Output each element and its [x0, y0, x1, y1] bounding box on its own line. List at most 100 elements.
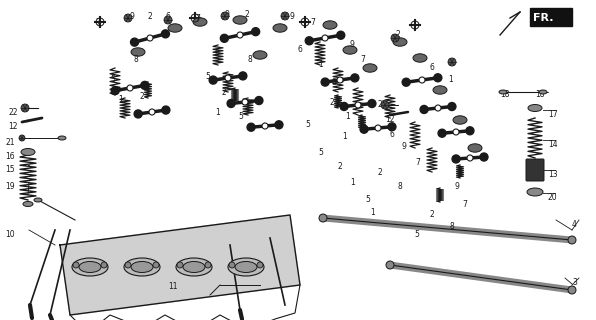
Text: 22: 22 — [378, 100, 387, 109]
Circle shape — [360, 125, 368, 133]
Text: 5: 5 — [365, 195, 370, 204]
Ellipse shape — [539, 90, 547, 94]
Text: 11: 11 — [168, 282, 178, 291]
Ellipse shape — [468, 144, 482, 152]
Circle shape — [434, 74, 442, 82]
Circle shape — [225, 75, 231, 81]
Text: 5: 5 — [205, 72, 210, 81]
Ellipse shape — [253, 51, 267, 59]
Circle shape — [153, 262, 159, 268]
Text: 5: 5 — [305, 120, 310, 129]
Text: 8: 8 — [133, 55, 138, 64]
Circle shape — [355, 102, 361, 108]
Circle shape — [209, 76, 217, 84]
Ellipse shape — [131, 261, 153, 273]
Text: 3: 3 — [572, 278, 577, 287]
Text: 10: 10 — [5, 230, 15, 239]
Text: 12: 12 — [8, 122, 17, 131]
Text: 9: 9 — [290, 12, 295, 21]
Circle shape — [125, 262, 131, 268]
Ellipse shape — [79, 261, 101, 273]
Circle shape — [375, 125, 381, 131]
Text: 2: 2 — [245, 10, 250, 19]
Circle shape — [568, 286, 576, 294]
Text: 8: 8 — [450, 222, 455, 231]
Ellipse shape — [228, 258, 264, 276]
Circle shape — [467, 155, 473, 161]
Ellipse shape — [363, 64, 377, 72]
Text: 15: 15 — [5, 165, 15, 174]
Ellipse shape — [527, 188, 543, 196]
Text: 17: 17 — [548, 110, 558, 119]
Circle shape — [319, 214, 327, 222]
Circle shape — [281, 12, 289, 20]
Circle shape — [162, 30, 169, 38]
Text: 2: 2 — [148, 12, 153, 21]
Circle shape — [229, 262, 235, 268]
Text: 2: 2 — [330, 98, 335, 107]
Ellipse shape — [131, 48, 145, 56]
Circle shape — [388, 123, 396, 131]
Circle shape — [127, 85, 133, 91]
Circle shape — [252, 28, 260, 36]
Text: 1: 1 — [318, 60, 323, 69]
Circle shape — [452, 155, 460, 163]
Circle shape — [247, 123, 255, 131]
Circle shape — [321, 78, 329, 86]
Text: 5: 5 — [318, 148, 323, 157]
FancyBboxPatch shape — [526, 159, 544, 181]
Text: 8: 8 — [332, 78, 337, 87]
Circle shape — [164, 16, 172, 24]
Text: 2: 2 — [222, 88, 226, 97]
Text: 1: 1 — [118, 95, 123, 104]
Text: 8: 8 — [248, 55, 253, 64]
Circle shape — [438, 129, 446, 137]
Circle shape — [368, 100, 376, 108]
Ellipse shape — [183, 261, 205, 273]
Text: 7: 7 — [415, 158, 420, 167]
Ellipse shape — [72, 258, 108, 276]
Circle shape — [337, 31, 344, 39]
Text: 5: 5 — [238, 112, 243, 121]
Text: 16: 16 — [5, 152, 15, 161]
Circle shape — [227, 100, 235, 108]
Text: 5: 5 — [110, 75, 115, 84]
Circle shape — [149, 109, 155, 115]
Text: 9: 9 — [402, 142, 407, 151]
Text: 5: 5 — [414, 230, 419, 239]
Circle shape — [337, 77, 343, 83]
Text: 2: 2 — [396, 30, 401, 39]
Text: 21: 21 — [5, 138, 14, 147]
Text: 7: 7 — [310, 18, 315, 27]
Text: 1: 1 — [350, 178, 355, 187]
Circle shape — [101, 262, 107, 268]
Circle shape — [386, 261, 394, 269]
Circle shape — [381, 101, 389, 109]
Text: 6: 6 — [166, 12, 171, 21]
Circle shape — [419, 77, 425, 83]
Text: 9: 9 — [350, 40, 355, 49]
Ellipse shape — [453, 116, 467, 124]
Text: 7: 7 — [195, 14, 200, 23]
Circle shape — [480, 153, 488, 161]
Circle shape — [435, 105, 441, 111]
Polygon shape — [557, 18, 572, 26]
Circle shape — [124, 14, 132, 22]
Circle shape — [420, 106, 428, 114]
Text: 2: 2 — [338, 162, 343, 171]
Text: 4: 4 — [572, 220, 577, 229]
Circle shape — [19, 135, 25, 141]
Text: 1: 1 — [448, 75, 453, 84]
Text: 1: 1 — [342, 132, 347, 141]
Circle shape — [162, 106, 170, 114]
Circle shape — [305, 37, 313, 45]
Circle shape — [453, 129, 459, 135]
Text: 14: 14 — [548, 140, 558, 149]
Ellipse shape — [23, 202, 33, 206]
Text: 1: 1 — [345, 112, 350, 121]
Circle shape — [131, 38, 138, 46]
Text: 18: 18 — [535, 90, 545, 99]
Circle shape — [239, 72, 247, 80]
Ellipse shape — [499, 90, 507, 94]
Text: 1: 1 — [215, 108, 220, 117]
